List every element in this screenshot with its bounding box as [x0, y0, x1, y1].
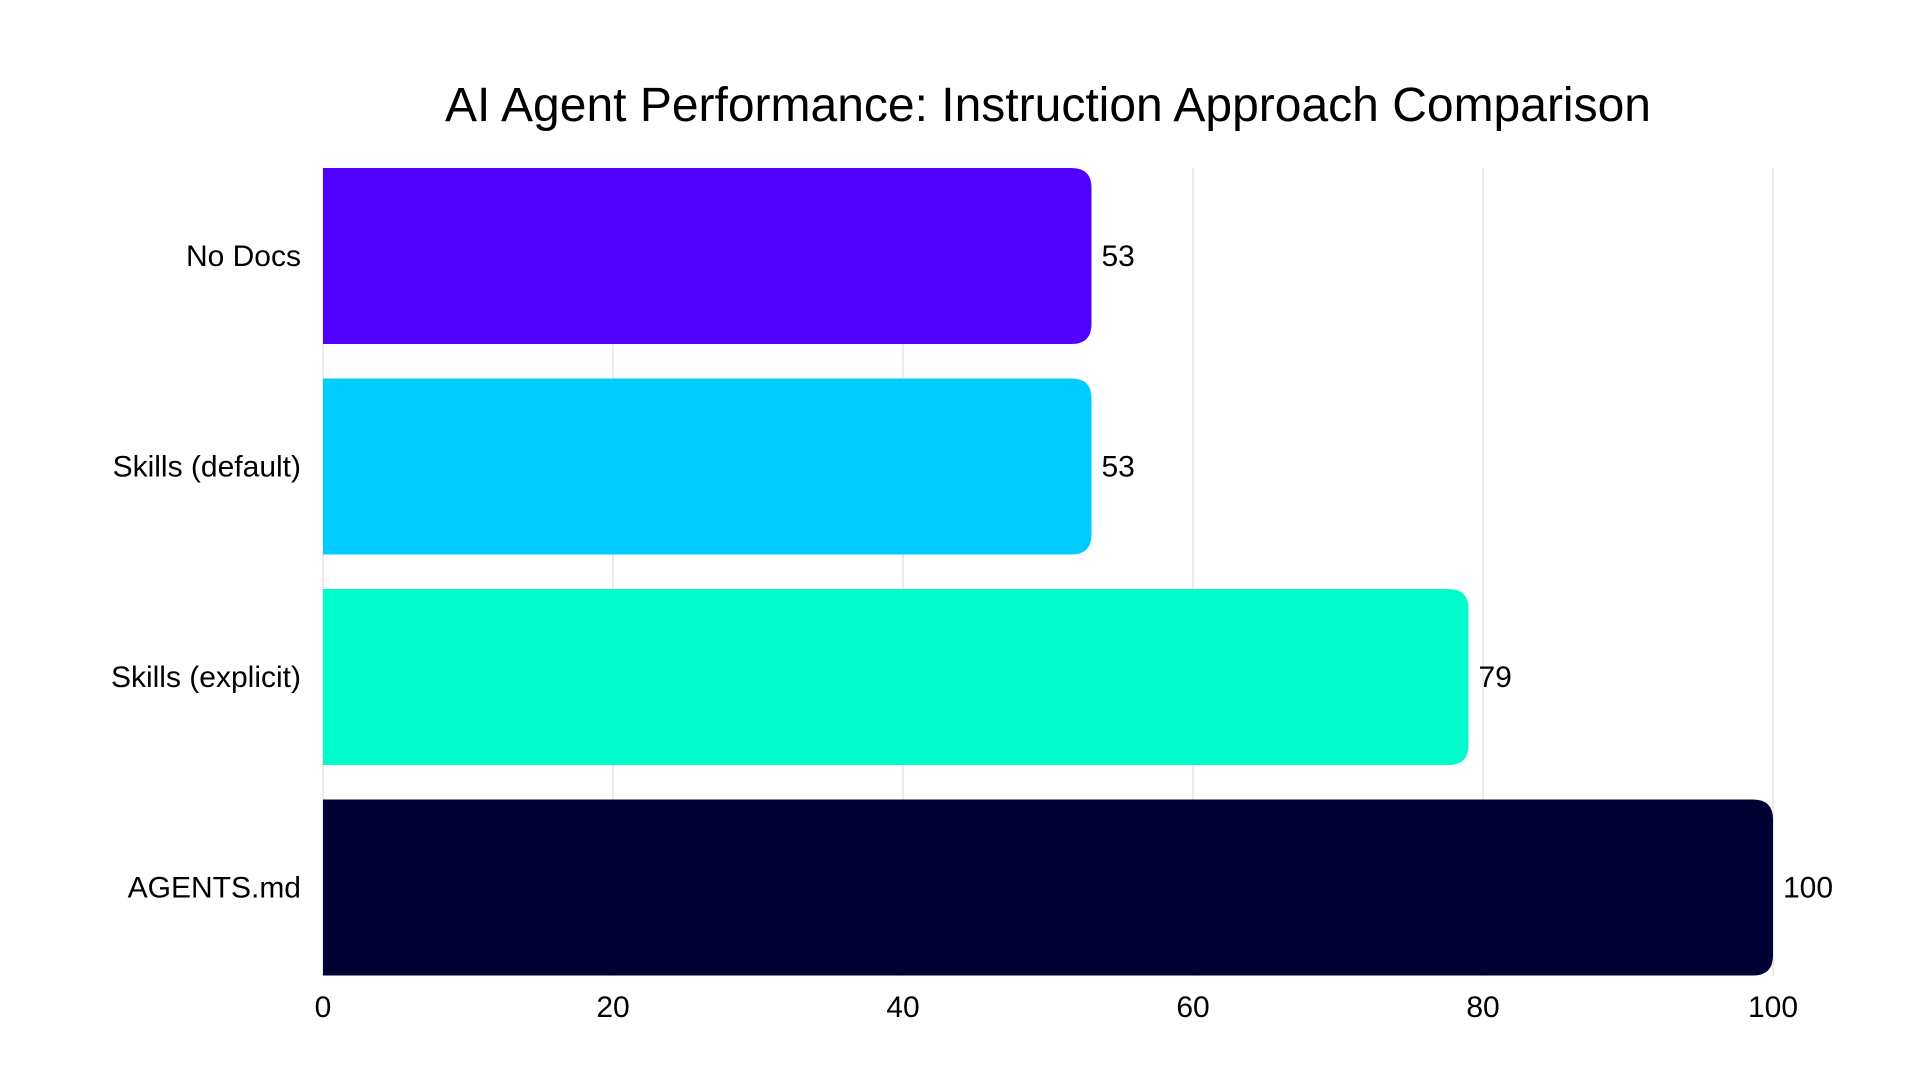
- bar: [323, 378, 1092, 555]
- x-tick-label: 80: [1466, 991, 1499, 1024]
- x-tick-label: 40: [886, 991, 919, 1024]
- x-tick-label: 0: [315, 991, 332, 1024]
- data-label: 79: [1479, 661, 1512, 694]
- x-tick-label: 100: [1748, 991, 1798, 1024]
- category-label: Skills (default): [113, 451, 301, 484]
- data-label: 53: [1102, 240, 1135, 273]
- category-label: AGENTS.md: [128, 872, 301, 905]
- category-label: Skills (explicit): [111, 661, 301, 694]
- bar: [323, 168, 1092, 344]
- x-tick-label: 60: [1176, 991, 1209, 1024]
- category-label: No Docs: [186, 240, 301, 273]
- x-tick-label: 20: [596, 991, 629, 1024]
- data-label: 100: [1783, 872, 1833, 905]
- bar: [323, 799, 1773, 976]
- chart-title: AI Agent Performance: Instruction Approa…: [445, 79, 1651, 132]
- data-label: 53: [1102, 451, 1135, 484]
- bar: [323, 589, 1469, 765]
